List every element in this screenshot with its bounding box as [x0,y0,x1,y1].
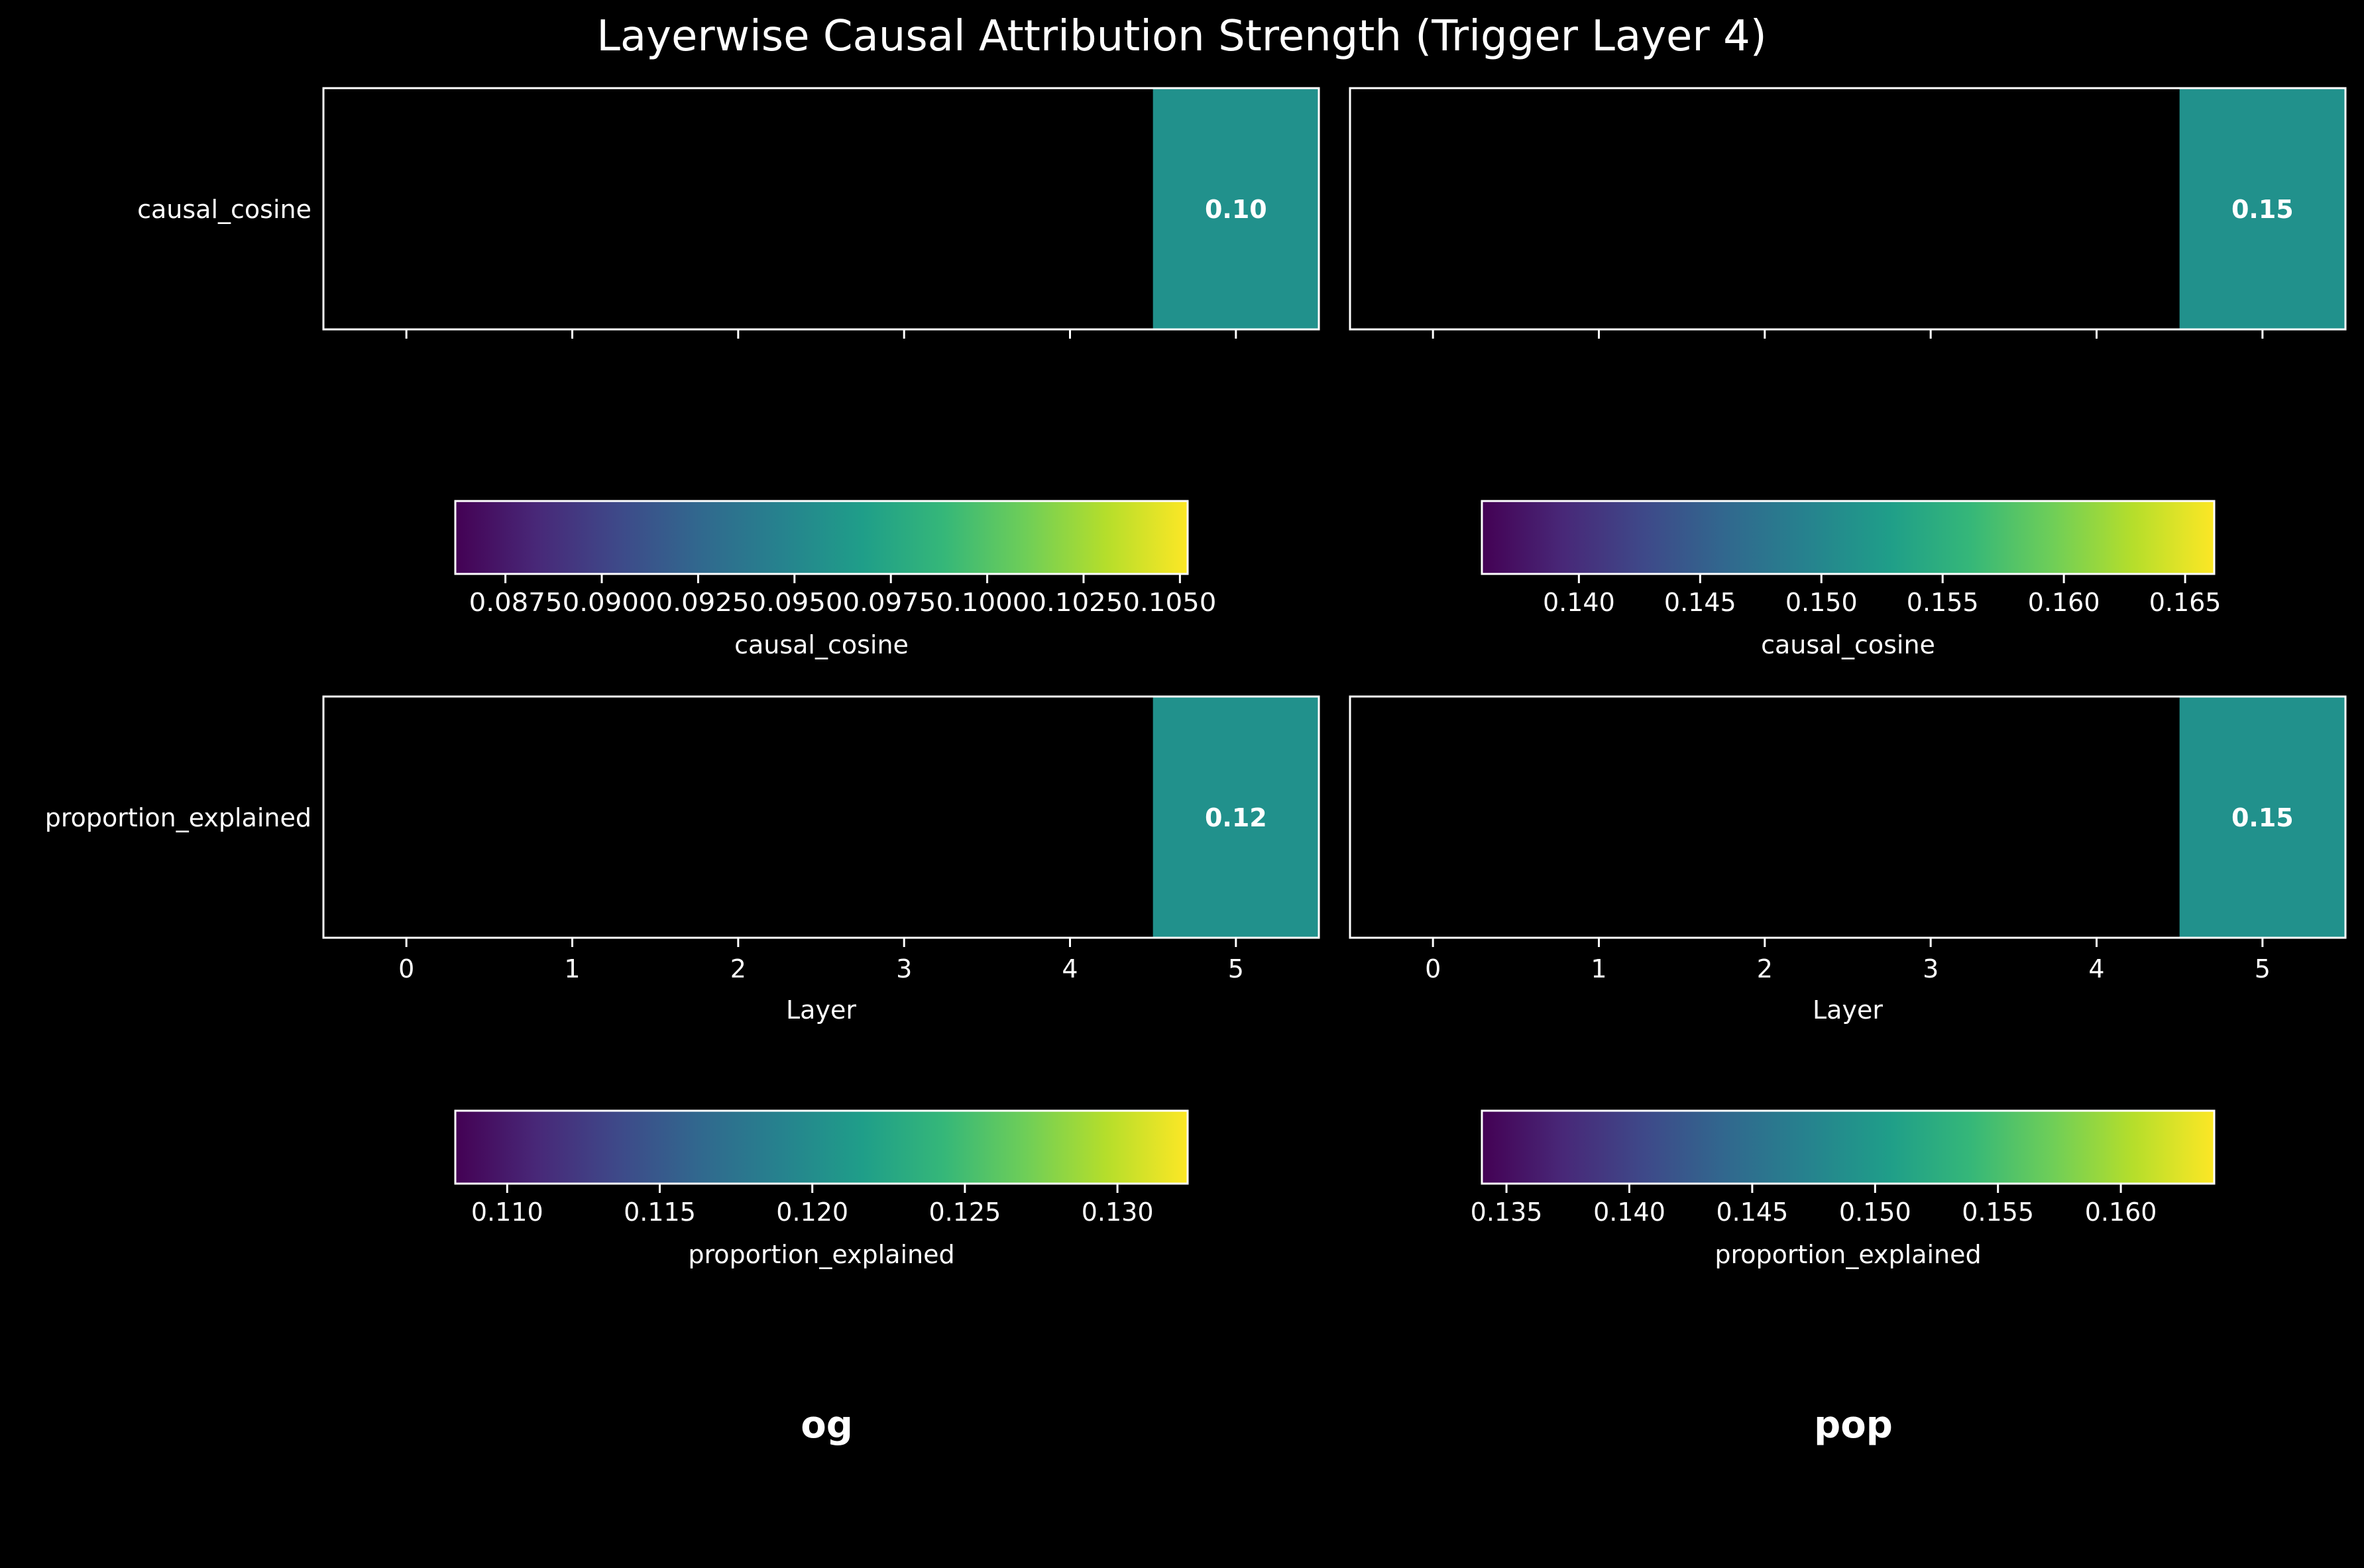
colorbar-tick-label: 0.140 [1593,1198,1665,1227]
x-tick-label: 1 [564,954,580,983]
colorbar-tick-label: 0.140 [1543,588,1615,617]
heatmap-panel-causal_cosine-og: 0.10 causal_cosine [137,87,1320,339]
x-axis-label: Layer [786,995,856,1025]
colorbar-tick-label: 0.160 [2028,588,2100,617]
cell-value-label: 0.15 [2231,195,2294,224]
colorbar-gradient [454,500,1189,575]
colorbar-tick-label: 0.110 [471,1198,543,1227]
colorbar-tick-label: 0.160 [2085,1198,2157,1227]
panel-frame [1349,87,2347,331]
colorbar-tick-label: 0.125 [929,1198,1001,1227]
x-tick-label: 4 [1062,954,1078,983]
colorbar-tick-label: 0.08750.09000.09250.09500.09750.10000.10… [469,588,1217,617]
colorbar-tick-label: 0.155 [1907,588,1979,617]
cell-value-label: 0.12 [1205,803,1267,832]
x-tick-label: 5 [2255,954,2271,983]
x-tick-label: 4 [2088,954,2104,983]
x-tick-label: 0 [1425,954,1441,983]
panel-frame [322,87,1320,331]
x-tick-label: 3 [896,954,912,983]
heatmap-cell [1153,88,1319,329]
colorbar-causal_cosine-og: 0.08750.09000.09250.09500.09750.10000.10… [454,500,1217,659]
cell-value-label: 0.15 [2231,803,2294,832]
heatmap-cell [2179,697,2345,938]
x-axis-label: Layer [1813,995,1883,1025]
x-tick-label: 5 [1228,954,1244,983]
colorbar-tick-label: 0.165 [2149,588,2222,617]
colorbar-label: proportion_explained [1715,1240,1981,1269]
colorbar-label: causal_cosine [734,630,909,659]
panels-layer: 0.10 causal_cosine 0.15 0.12 0 1 2 3 4 5 Layer prop… [45,87,2347,1025]
heatmap-panel-causal_cosine-pop: 0.15 [1349,87,2347,339]
colorbar-gradient [1481,500,2216,575]
column-label-pop: pop [1814,1404,1893,1447]
row-label: causal_cosine [137,195,311,224]
x-tick-label: 3 [1923,954,1939,983]
heatmap-cell [2179,88,2345,329]
panel-frame [1349,695,2347,939]
colorbar-tick-label: 0.120 [776,1198,848,1227]
colorbar-proportion_explained-og: 0.110 0.115 0.120 0.125 0.130 proportion_expl… [454,1109,1189,1269]
column-label-og: og [801,1404,853,1447]
colorbar-tick-label: 0.145 [1664,588,1736,617]
row-label: proportion_explained [45,803,311,832]
colorbar-tick-label: 0.115 [624,1198,696,1227]
colorbar-tick-label: 0.150 [1839,1198,1911,1227]
colorbar-causal_cosine-pop: 0.140 0.145 0.150 0.155 0.160 0.165 causal_cos… [1481,500,2222,659]
colorbar-tick-label: 0.135 [1471,1198,1543,1227]
x-tick-label: 2 [730,954,746,983]
x-tick-label: 1 [1591,954,1606,983]
colorbar-tick-label: 0.150 [1785,588,1858,617]
panel-frame [322,695,1320,939]
figure-title: Layerwise Causal Attribution Strength (T… [596,12,1767,61]
cell-value-label: 0.10 [1205,195,1267,224]
heatmap-cell [1153,697,1319,938]
colorbar-tick-label: 0.145 [1716,1198,1788,1227]
column-labels-layer: og pop [801,1404,1893,1447]
colorbar-tick-label: 0.155 [1962,1198,2034,1227]
colorbars-layer: 0.08750.09000.09250.09500.09750.10000.10… [454,500,2222,1269]
colorbar-label: causal_cosine [1761,630,1935,659]
colorbar-tick-label: 0.130 [1082,1198,1154,1227]
colorbar-gradient [454,1109,1189,1185]
x-tick-label: 2 [1757,954,1773,983]
x-tick-label: 0 [398,954,414,983]
colorbar-proportion_explained-pop: 0.135 0.140 0.145 0.150 0.155 0.160 proportion… [1471,1109,2216,1269]
colorbar-label: proportion_explained [688,1240,954,1269]
heatmap-panel-proportion_explained-pop: 0.15 0 1 2 3 4 5 Layer [1349,695,2347,1025]
colorbar-gradient [1481,1109,2216,1185]
heatmap-panel-proportion_explained-og: 0.12 0 1 2 3 4 5 Layer proportion_explained [45,695,1320,1025]
